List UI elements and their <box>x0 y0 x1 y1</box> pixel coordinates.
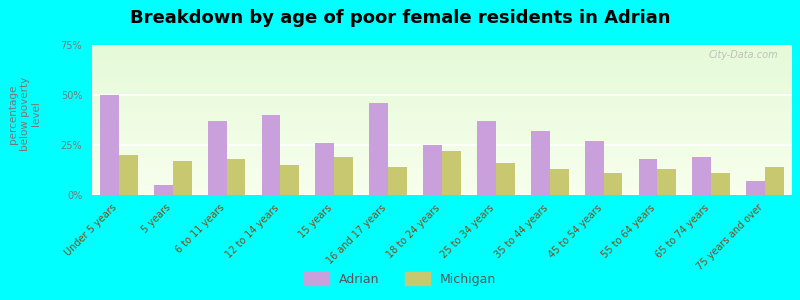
Bar <box>154 185 173 195</box>
Bar <box>334 157 353 195</box>
Bar <box>638 159 658 195</box>
Bar <box>477 121 496 195</box>
Bar <box>208 121 226 195</box>
Bar <box>262 115 281 195</box>
Bar <box>370 103 388 195</box>
Bar <box>746 181 765 195</box>
Bar <box>531 131 550 195</box>
Bar <box>423 145 442 195</box>
Legend: Adrian, Michigan: Adrian, Michigan <box>299 267 501 291</box>
Bar <box>226 159 246 195</box>
Bar <box>281 165 299 195</box>
Bar <box>765 167 784 195</box>
Bar <box>173 161 192 195</box>
Bar <box>388 167 407 195</box>
Text: Breakdown by age of poor female residents in Adrian: Breakdown by age of poor female resident… <box>130 9 670 27</box>
Bar <box>603 173 622 195</box>
Bar <box>550 169 569 195</box>
Text: City-Data.com: City-Data.com <box>708 50 778 59</box>
Text: percentage
below poverty
level: percentage below poverty level <box>8 77 42 151</box>
Bar <box>496 163 514 195</box>
Bar <box>119 155 138 195</box>
Bar <box>711 173 730 195</box>
Bar <box>315 143 334 195</box>
Bar <box>585 141 603 195</box>
Bar <box>692 157 711 195</box>
Bar <box>100 95 119 195</box>
Bar <box>658 169 676 195</box>
Bar <box>442 151 461 195</box>
